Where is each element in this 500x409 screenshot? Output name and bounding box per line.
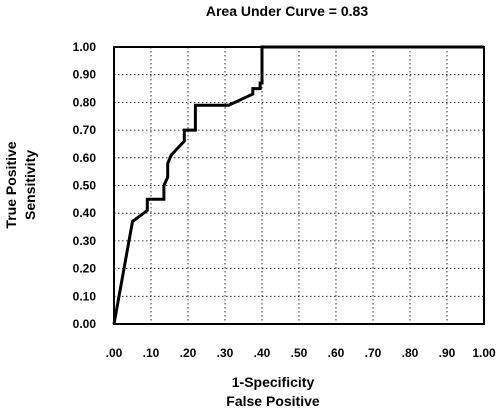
- y-tick-label: 0.00: [73, 317, 97, 331]
- y-tick-label: 0.80: [73, 95, 97, 109]
- x-tick-label: 1.00: [472, 346, 496, 360]
- y-tick-label: 0.90: [73, 68, 97, 82]
- y-tick-labels: 0.00 0.10 0.20 0.30 0.40 0.50 0.60 0.70 0.80 0.90…: [73, 40, 97, 331]
- y-tick-label: 0.40: [73, 206, 97, 220]
- chart-title: Area Under Curve = 0.83: [206, 3, 368, 19]
- grid-lines: [114, 47, 484, 324]
- x-tick-label: .00: [106, 346, 123, 360]
- y-tick-label: 0.10: [73, 289, 97, 303]
- x-tick-label: .20: [180, 346, 197, 360]
- y-tick-label: 1.00: [73, 40, 97, 54]
- y-tick-label: 0.30: [73, 234, 97, 248]
- x-axis-label-line1: 1-Specificity: [232, 374, 315, 390]
- roc-curve-line: [112, 45, 484, 325]
- y-axis-label-line1: True Positive: [3, 141, 19, 228]
- x-tick-label: .80: [402, 346, 419, 360]
- x-tick-label: .30: [217, 346, 234, 360]
- y-tick-label: 0.50: [73, 179, 97, 193]
- x-tick-label: .90: [439, 346, 456, 360]
- x-tick-label: .60: [328, 346, 345, 360]
- x-tick-label: .50: [291, 346, 308, 360]
- x-tick-label: .70: [365, 346, 382, 360]
- x-tick-labels: .00 .10 .20 .30 .40 .50 .60 .70 .80 .90 1.00: [106, 346, 496, 360]
- y-tick-label: 0.20: [73, 262, 97, 276]
- x-tick-label: .40: [254, 346, 271, 360]
- y-tick-label: 0.70: [73, 123, 97, 137]
- x-tick-label: .10: [143, 346, 160, 360]
- y-axis-label-line2: Sensitivity: [22, 150, 38, 220]
- y-tick-label: 0.60: [73, 151, 97, 165]
- x-axis-label-line2: False Positive: [226, 393, 320, 409]
